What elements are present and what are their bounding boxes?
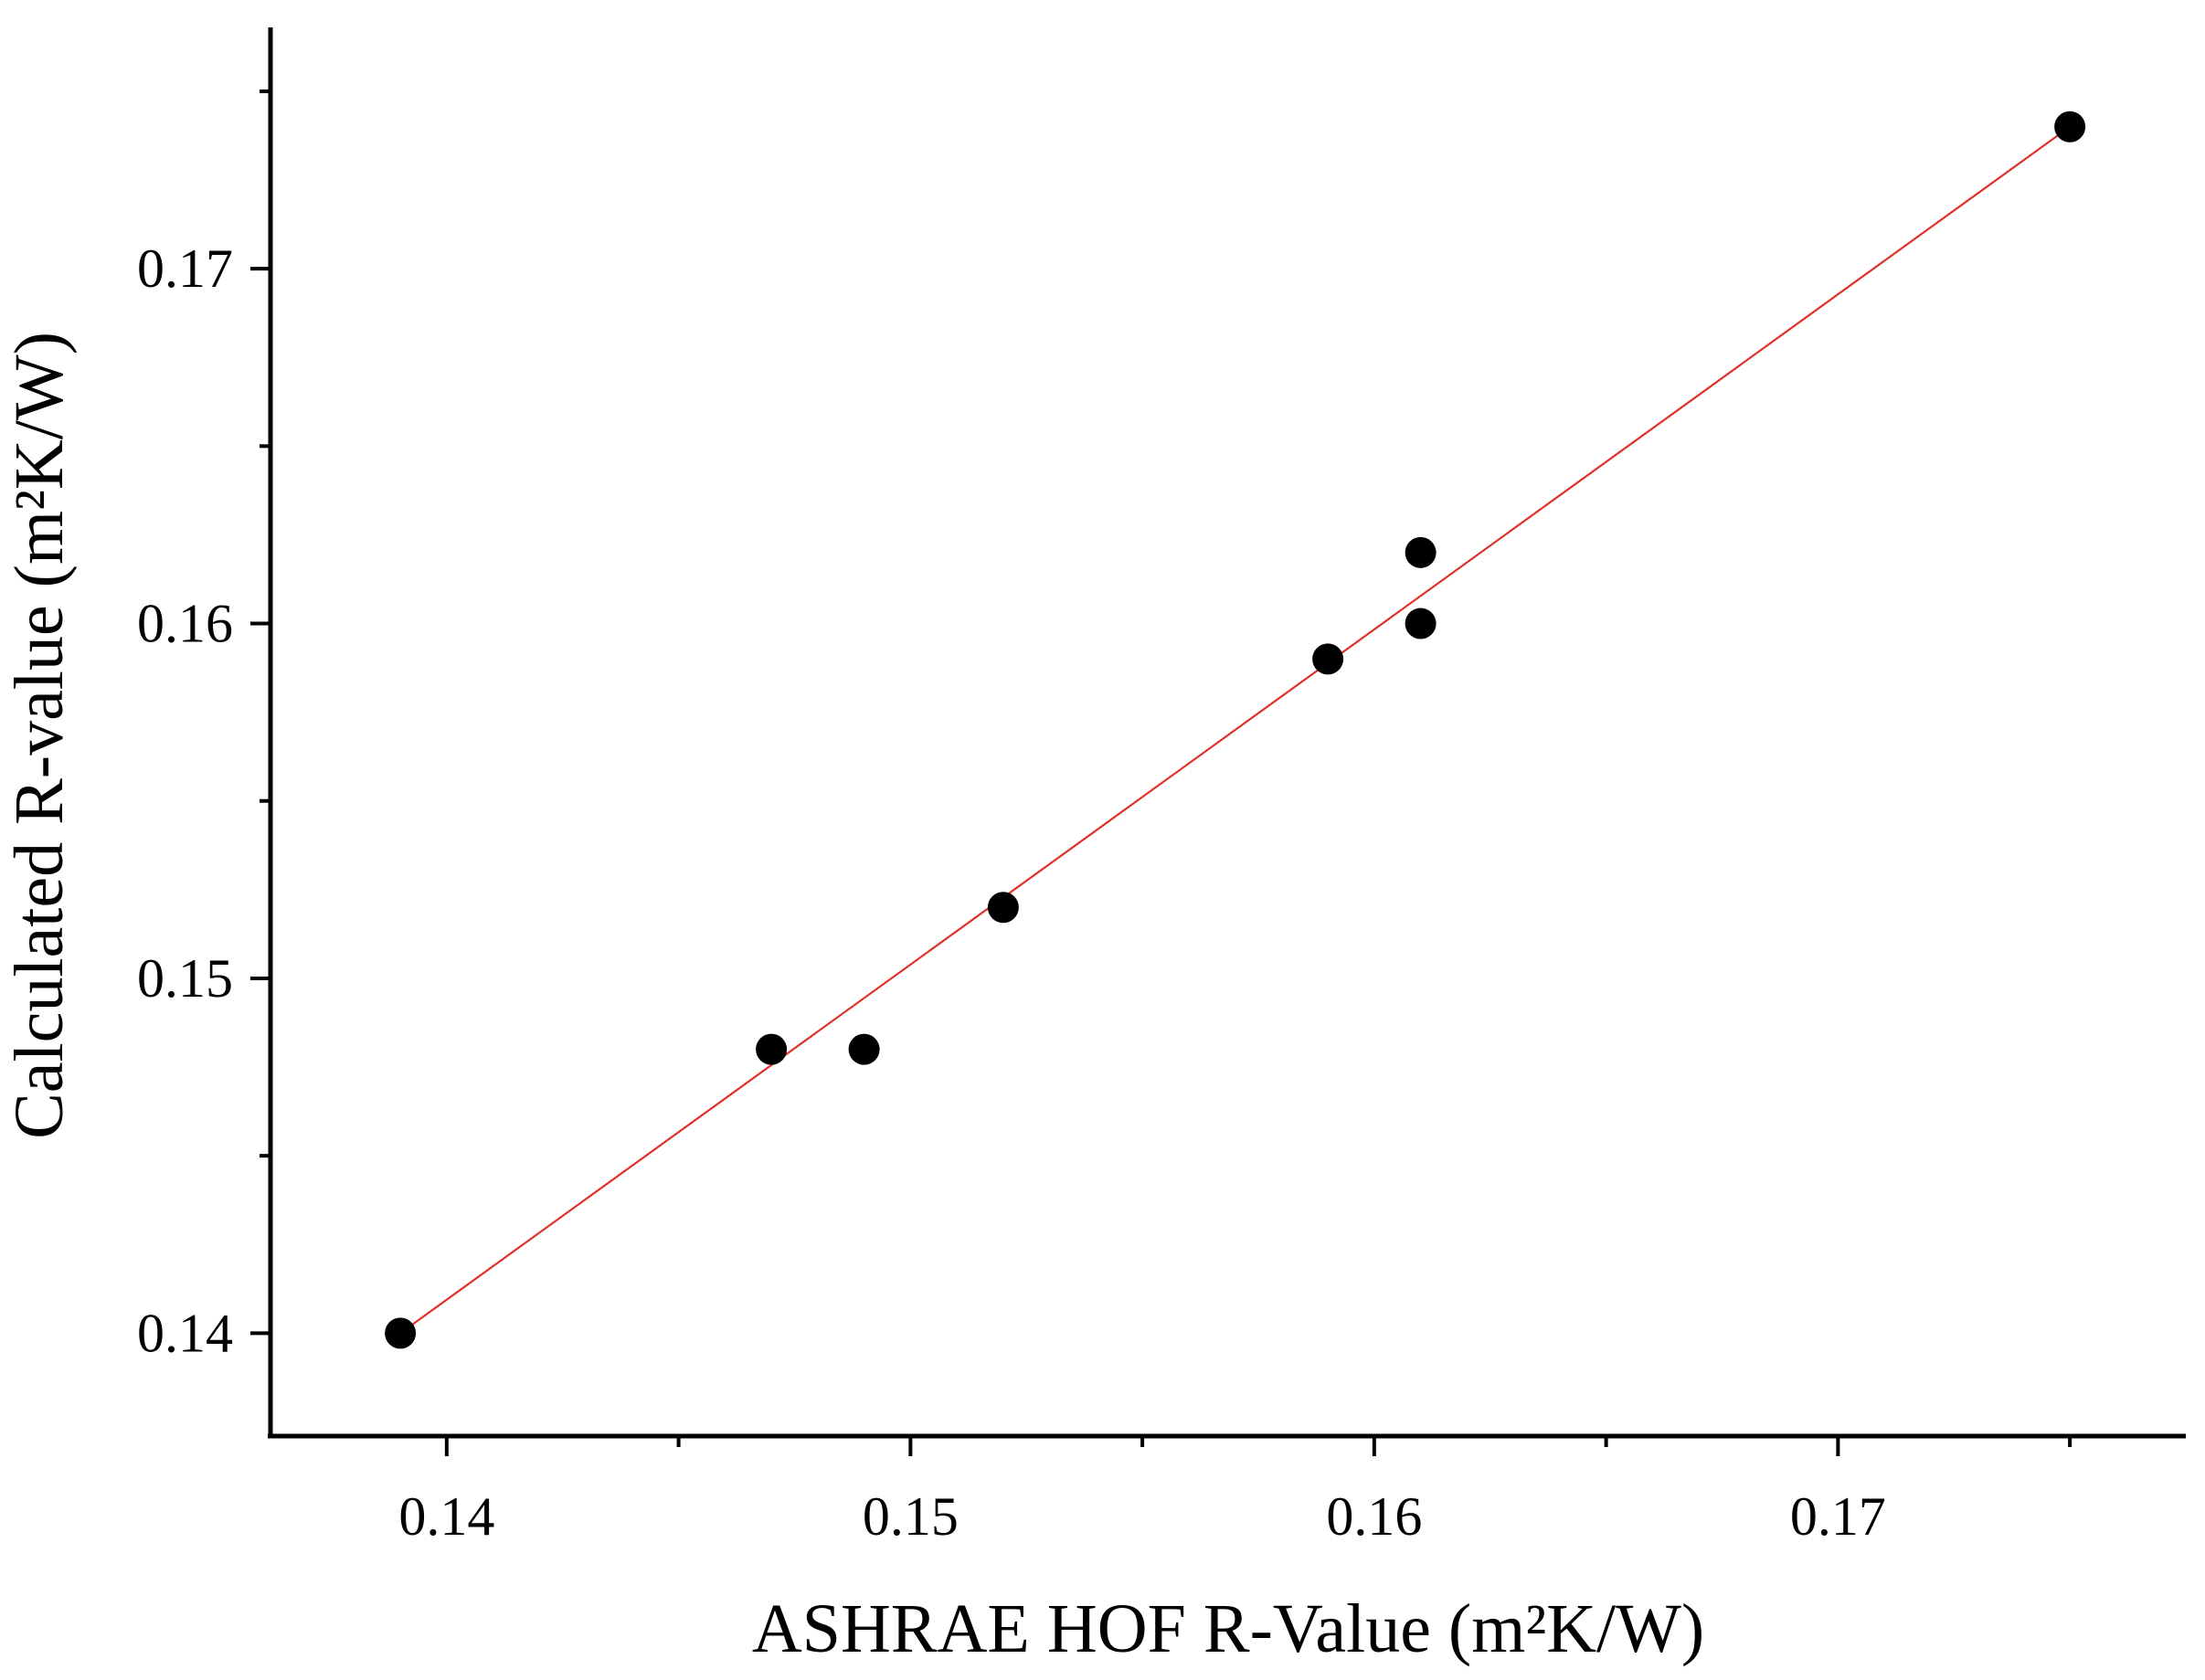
data-point — [1312, 643, 1344, 675]
x-ticks: 0.14 0.15 0.16 0.17 — [398, 1436, 2072, 1547]
y-axis-title: Calculated R-value (m²K/W) — [1, 332, 78, 1139]
fit-line-layer — [399, 125, 2071, 1335]
y-tick-label: 0.16 — [137, 594, 233, 654]
linear-fit-line — [399, 125, 2071, 1335]
x-axis-title: ASHRAE HOF R-Value (m²K/W) — [752, 1590, 1704, 1667]
x-tick-label: 0.15 — [863, 1486, 959, 1547]
data-point — [987, 892, 1019, 924]
y-tick-label: 0.17 — [137, 238, 233, 299]
x-tick-label: 0.17 — [1790, 1486, 1886, 1547]
x-tick-label: 0.16 — [1326, 1486, 1422, 1547]
y-ticks: 0.14 0.15 0.16 0.17 — [137, 89, 270, 1363]
data-point — [756, 1033, 788, 1065]
data-point — [1405, 536, 1436, 568]
data-point — [1405, 608, 1436, 639]
y-tick-label: 0.15 — [137, 948, 233, 1009]
y-tick-label: 0.14 — [137, 1303, 233, 1363]
x-tick-label: 0.14 — [398, 1486, 494, 1547]
data-point — [848, 1033, 880, 1065]
data-point — [2054, 111, 2086, 143]
data-point — [385, 1317, 417, 1349]
data-points-layer — [385, 111, 2086, 1349]
